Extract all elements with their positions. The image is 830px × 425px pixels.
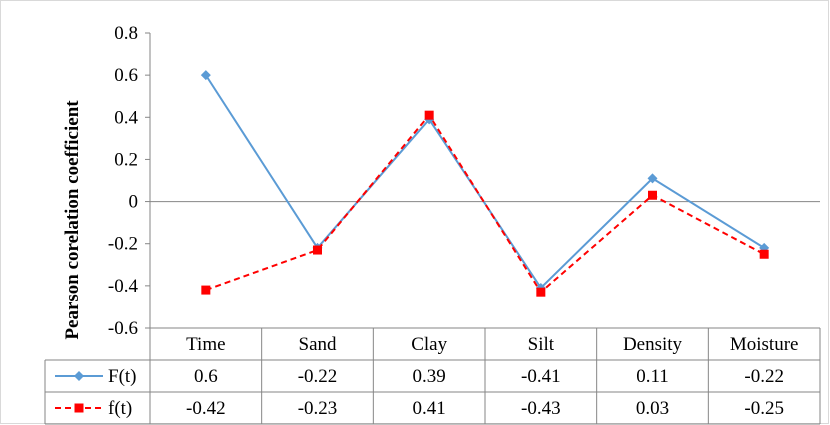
data-label-f-t--0: -0.22	[298, 366, 338, 387]
category-label: Clay	[411, 334, 447, 355]
category-label: Silt	[528, 334, 555, 355]
data-label-f-t--1: 0.03	[636, 398, 669, 419]
category-label: Density	[623, 334, 683, 355]
data-label-f-t--0: -0.22	[744, 366, 784, 387]
data-label-f-t--0: 0.11	[636, 366, 669, 387]
data-label-f-t--0: -0.41	[521, 366, 561, 387]
y-axis-label: Pearson corelation coefficient	[62, 100, 83, 340]
data-point-f-t--1	[424, 110, 434, 120]
category-label: Moisture	[730, 334, 799, 355]
data-label-f-t--1: -0.43	[521, 398, 561, 419]
y-tick-label: -0.4	[108, 276, 139, 297]
data-label-f-t--1: -0.25	[744, 398, 784, 419]
data-point-f-t--1	[201, 285, 211, 295]
y-tick-label: 0	[129, 192, 139, 213]
data-point-f-t--1	[313, 245, 322, 255]
data-point-f-t--0	[647, 173, 658, 184]
y-tick-label: 0.4	[114, 107, 138, 128]
data-point-f-t--1	[536, 287, 546, 297]
data-label-f-t--0: 0.39	[413, 366, 446, 387]
y-tick-label: 0.2	[114, 149, 138, 170]
legend-key-marker-f-t--0	[74, 371, 84, 381]
y-tick-label: 0.8	[114, 23, 138, 44]
data-label-f-t--1: -0.42	[186, 398, 226, 419]
legend-label-f-t--1: f(t)	[108, 398, 132, 419]
category-label: Time	[186, 334, 225, 355]
legend-key-marker-f-t--1	[74, 403, 84, 413]
data-label-f-t--1: -0.23	[298, 398, 338, 419]
data-point-f-t--1	[648, 190, 657, 200]
series-line-f-t--1	[205, 113, 765, 294]
legend-label-f-t--0: F(t)	[108, 366, 137, 387]
category-label: Sand	[299, 334, 338, 355]
data-label-f-t--1: 0.41	[413, 398, 446, 419]
data-label-f-t--0: 0.6	[194, 366, 218, 387]
y-tick-label: 0.6	[114, 65, 138, 86]
y-tick-label: -0.2	[108, 234, 138, 255]
series-line-f-t--0	[204, 74, 765, 290]
data-point-f-t--1	[759, 249, 769, 259]
data-point-f-t--0	[200, 70, 211, 81]
y-tick-label: -0.6	[108, 318, 138, 339]
